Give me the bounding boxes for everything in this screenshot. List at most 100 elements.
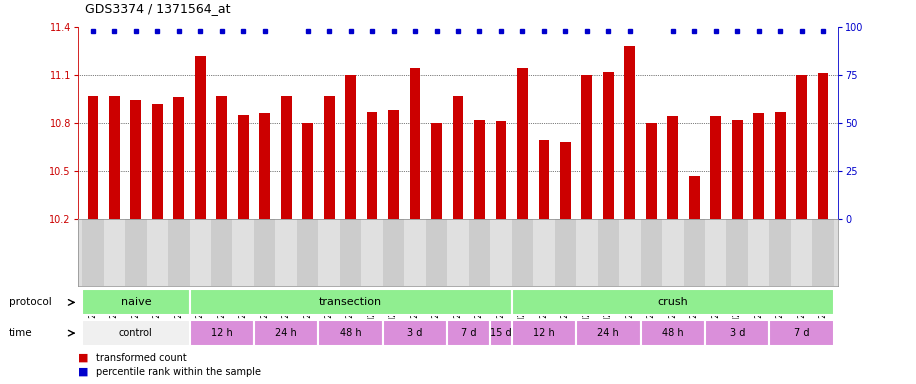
Bar bbox=[238, 115, 248, 384]
Bar bbox=[297, 219, 319, 286]
Bar bbox=[82, 290, 190, 315]
Bar bbox=[147, 219, 168, 286]
Bar bbox=[683, 219, 705, 286]
Bar bbox=[512, 290, 834, 315]
Text: ■: ■ bbox=[78, 367, 88, 377]
Bar bbox=[190, 320, 254, 346]
Bar bbox=[512, 320, 576, 346]
Text: transection: transection bbox=[319, 297, 382, 308]
Bar bbox=[254, 219, 276, 286]
Bar bbox=[597, 219, 619, 286]
Bar bbox=[82, 219, 104, 286]
Bar bbox=[469, 219, 490, 286]
Bar bbox=[812, 219, 834, 286]
Bar bbox=[732, 120, 743, 384]
Bar bbox=[130, 101, 141, 384]
Bar bbox=[173, 97, 184, 384]
Bar bbox=[474, 120, 485, 384]
Bar bbox=[109, 96, 120, 384]
Bar bbox=[753, 113, 764, 384]
Text: 7 d: 7 d bbox=[461, 328, 476, 338]
Bar bbox=[576, 320, 640, 346]
Bar bbox=[490, 219, 512, 286]
Bar bbox=[582, 75, 593, 384]
Bar bbox=[517, 68, 528, 384]
Bar bbox=[646, 123, 657, 384]
Bar bbox=[555, 219, 576, 286]
Bar bbox=[125, 219, 147, 286]
Bar bbox=[453, 96, 463, 384]
Text: time: time bbox=[9, 328, 33, 338]
Bar bbox=[319, 219, 340, 286]
Bar bbox=[216, 96, 227, 384]
Bar bbox=[281, 96, 291, 384]
Bar bbox=[323, 96, 334, 384]
Text: 7 d: 7 d bbox=[794, 328, 810, 338]
Text: 48 h: 48 h bbox=[340, 328, 362, 338]
Bar bbox=[82, 320, 190, 346]
Bar bbox=[603, 72, 614, 384]
Text: control: control bbox=[119, 328, 153, 338]
Bar bbox=[512, 219, 533, 286]
Bar bbox=[168, 219, 190, 286]
Bar bbox=[366, 112, 377, 384]
Text: protocol: protocol bbox=[9, 297, 52, 308]
Bar bbox=[791, 219, 812, 286]
Bar bbox=[88, 96, 98, 384]
Text: 15 d: 15 d bbox=[490, 328, 512, 338]
Text: percentile rank within the sample: percentile rank within the sample bbox=[96, 367, 261, 377]
Text: 24 h: 24 h bbox=[597, 328, 619, 338]
Bar bbox=[625, 46, 635, 384]
Bar bbox=[640, 219, 662, 286]
Bar bbox=[383, 219, 404, 286]
Bar bbox=[259, 113, 270, 384]
Bar bbox=[447, 219, 469, 286]
Bar bbox=[345, 75, 356, 384]
Bar bbox=[404, 219, 426, 286]
Text: transformed count: transformed count bbox=[96, 353, 187, 363]
Text: 24 h: 24 h bbox=[276, 328, 297, 338]
Bar bbox=[640, 320, 705, 346]
Bar bbox=[152, 104, 163, 384]
Bar bbox=[496, 121, 507, 384]
Text: ■: ■ bbox=[78, 353, 88, 363]
Bar bbox=[533, 219, 555, 286]
Text: 12 h: 12 h bbox=[533, 328, 555, 338]
Bar bbox=[748, 219, 769, 286]
Bar bbox=[668, 116, 678, 384]
Bar bbox=[340, 219, 361, 286]
Bar bbox=[705, 320, 769, 346]
Bar bbox=[190, 219, 211, 286]
Bar bbox=[426, 219, 447, 286]
Bar bbox=[726, 219, 748, 286]
Bar bbox=[431, 123, 442, 384]
Text: 12 h: 12 h bbox=[211, 328, 233, 338]
Bar bbox=[254, 320, 319, 346]
Bar bbox=[447, 320, 490, 346]
Bar bbox=[769, 219, 791, 286]
Bar bbox=[796, 75, 807, 384]
Bar bbox=[383, 320, 447, 346]
Bar bbox=[302, 123, 313, 384]
Bar bbox=[775, 112, 786, 384]
Bar bbox=[539, 141, 550, 384]
Bar bbox=[319, 320, 383, 346]
Bar bbox=[195, 56, 206, 384]
Bar bbox=[190, 290, 512, 315]
Bar bbox=[409, 68, 420, 384]
Bar bbox=[710, 116, 721, 384]
Bar bbox=[560, 142, 571, 384]
Bar bbox=[490, 320, 512, 346]
Text: naive: naive bbox=[121, 297, 151, 308]
Text: 48 h: 48 h bbox=[662, 328, 683, 338]
Text: crush: crush bbox=[658, 297, 688, 308]
Bar bbox=[818, 73, 828, 384]
Bar bbox=[576, 219, 597, 286]
Bar bbox=[211, 219, 233, 286]
Bar bbox=[769, 320, 834, 346]
Bar bbox=[276, 219, 297, 286]
Text: GDS3374 / 1371564_at: GDS3374 / 1371564_at bbox=[85, 2, 231, 15]
Text: 3 d: 3 d bbox=[408, 328, 422, 338]
Bar bbox=[233, 219, 254, 286]
Text: 3 d: 3 d bbox=[729, 328, 745, 338]
